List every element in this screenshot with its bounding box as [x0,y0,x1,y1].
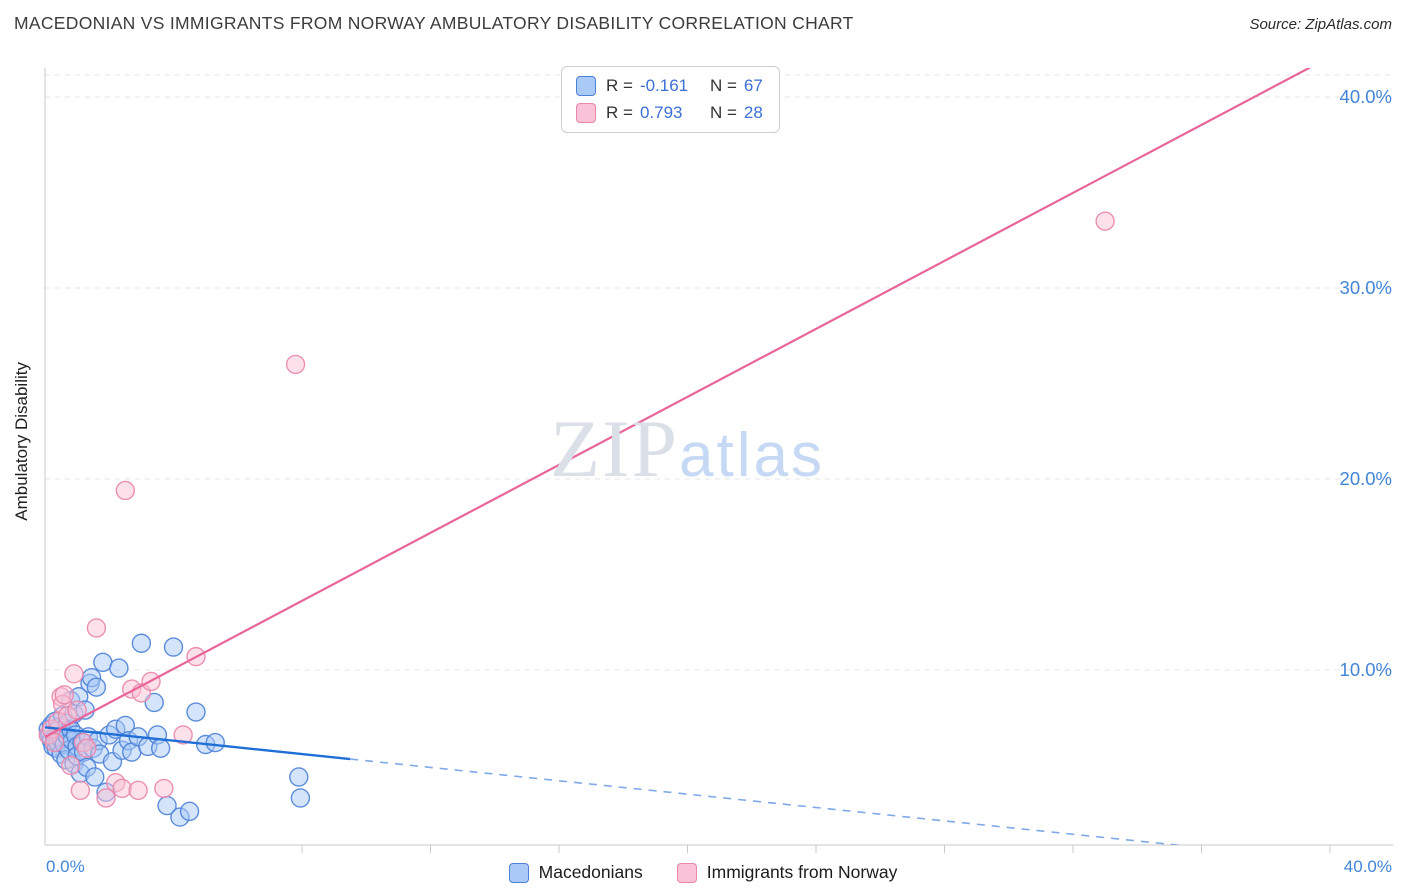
n-label: N = [709,76,737,95]
point-immigrants-from-norway [1095,211,1115,231]
legend-item-norway: Immigrants from Norway [676,862,898,883]
point-macedonians [86,677,107,697]
r-value: 0.793 [639,103,683,122]
n-value: 28 [743,103,763,122]
point-macedonians [289,767,309,787]
point-immigrants-from-norway [128,780,148,801]
x-min-label: 0.0% [46,857,85,876]
point-immigrants-from-norway [60,755,81,776]
point-macedonians [179,801,200,822]
stats-row-norway: R = 0.793 N = 28 [576,103,763,123]
n-label: N = [709,103,737,122]
stats-row-macedonians: R = -0.161 N = 67 [576,76,763,96]
point-macedonians [163,637,184,657]
macedonians-trend-line [45,726,351,761]
point-immigrants-from-norway [64,664,84,684]
point-immigrants-from-norway [44,732,65,753]
stats-legend: R = -0.161 N = 67 R = 0.793 N = 28 [561,66,780,133]
n-value: 67 [743,76,763,95]
source-label: Source: ZipAtlas.com [1249,16,1392,33]
y-axis-title: Ambulatory Disability [12,362,31,521]
point-immigrants-from-norway [173,725,193,745]
legend-label: Immigrants from Norway [706,862,898,882]
point-immigrants-from-norway [77,738,97,759]
norway-trend-line [45,68,1312,738]
y-tick-label: 20.0% [1340,468,1392,489]
point-immigrants-from-norway [70,780,91,801]
r-label: R = [606,76,633,95]
point-immigrants-from-norway [54,685,74,705]
point-macedonians [131,633,152,653]
legend-item-macedonians: Macedonians [508,862,643,883]
y-tick-label: 40.0% [1340,86,1392,107]
point-immigrants-from-norway [96,788,116,808]
point-immigrants-from-norway [115,480,136,501]
norway-swatch-icon [676,862,697,883]
point-macedonians [109,658,129,678]
series-legend: Macedonians Immigrants from Norway [0,862,1406,883]
point-macedonians [205,732,225,753]
point-immigrants-from-norway [285,354,306,375]
macedonians-swatch-icon [508,862,529,883]
point-immigrants-from-norway [112,778,132,799]
chart-title: MACEDONIAN VS IMMIGRANTS FROM NORWAY AMB… [14,13,854,33]
point-macedonians [85,767,105,787]
point-immigrants-from-norway [154,778,174,799]
legend-label: Macedonians [538,862,643,882]
r-value: -0.161 [639,76,689,95]
point-macedonians [144,692,164,713]
macedonians-trend-line-extrapolated [350,758,1184,845]
y-tick-label: 10.0% [1340,659,1392,680]
point-macedonians [186,702,206,722]
point-macedonians [290,788,311,808]
macedonians-swatch-icon [576,76,596,96]
x-max-label: 40.0% [1344,857,1392,876]
y-tick-label: 30.0% [1340,277,1392,298]
norway-swatch-icon [576,103,596,123]
point-macedonians [150,738,171,759]
point-macedonians [93,652,113,673]
r-label: R = [606,103,633,122]
point-immigrants-from-norway [86,618,107,638]
